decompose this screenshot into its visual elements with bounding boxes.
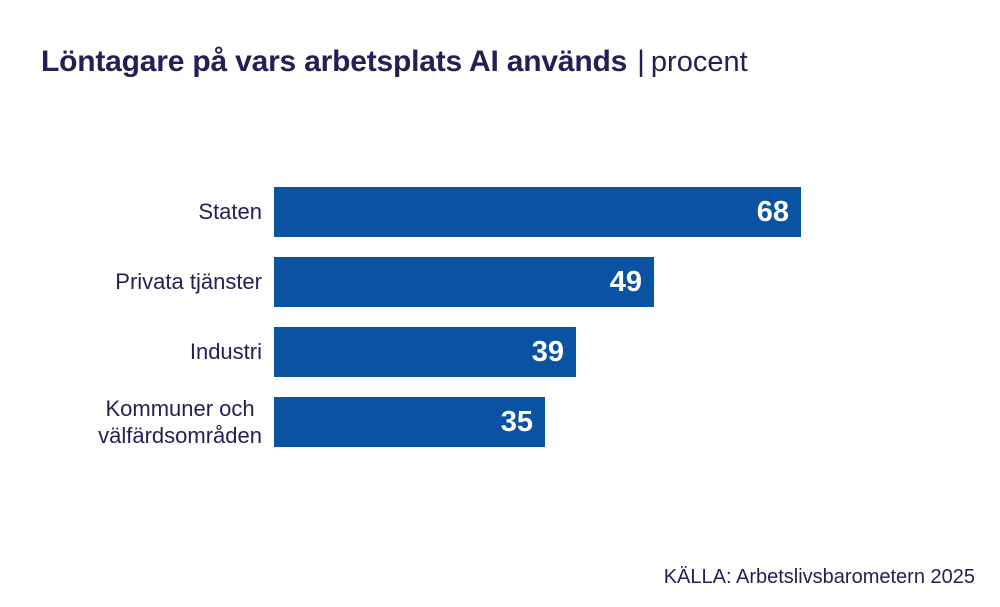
category-label-cell: Privata tjänster [0, 268, 274, 296]
bar-track: 49 [274, 257, 1000, 307]
bar-track: 35 [274, 397, 1000, 447]
bar-staten: 68 [274, 187, 801, 237]
category-label-staten: Staten [198, 199, 262, 225]
category-label-cell: Industri [0, 338, 274, 366]
bar-kommuner: 35 [274, 397, 545, 447]
bar-row-industri: Industri 39 [0, 327, 1000, 377]
title-separator: | [637, 45, 645, 78]
source-credit: KÄLLA: Arbetslivsbarometern 2025 [663, 566, 975, 588]
bar-chart: Staten 68 Privata tjänster 49 Industri 3… [0, 187, 1000, 450]
value-label-industri: 39 [531, 335, 564, 368]
bar-row-staten: Staten 68 [0, 187, 1000, 237]
value-label-staten: 68 [756, 195, 789, 228]
category-label-cell: Kommuner och välfärdsområden [0, 395, 274, 450]
bar-track: 68 [274, 187, 1000, 237]
value-label-privata-tjanster: 49 [609, 265, 642, 298]
page-title-unit: procent [650, 46, 748, 78]
bar-industri: 39 [274, 327, 576, 377]
bar-row-kommuner: Kommuner och välfärdsområden 35 [0, 395, 1000, 450]
category-label-kommuner: Kommuner och välfärdsområden [98, 395, 262, 449]
category-label-cell: Staten [0, 198, 274, 226]
bar-privata-tjanster: 49 [274, 257, 654, 307]
category-label-industri: Industri [189, 339, 262, 365]
page-title: Löntagare på vars arbetsplats AI används… [41, 44, 1000, 80]
bar-row-privata-tjanster: Privata tjänster 49 [0, 257, 1000, 307]
bar-track: 39 [274, 327, 1000, 377]
page-title-bold: Löntagare på vars arbetsplats AI används [41, 45, 628, 78]
value-label-kommuner: 35 [500, 405, 533, 438]
category-label-privata-tjanster: Privata tjänster [115, 269, 262, 295]
